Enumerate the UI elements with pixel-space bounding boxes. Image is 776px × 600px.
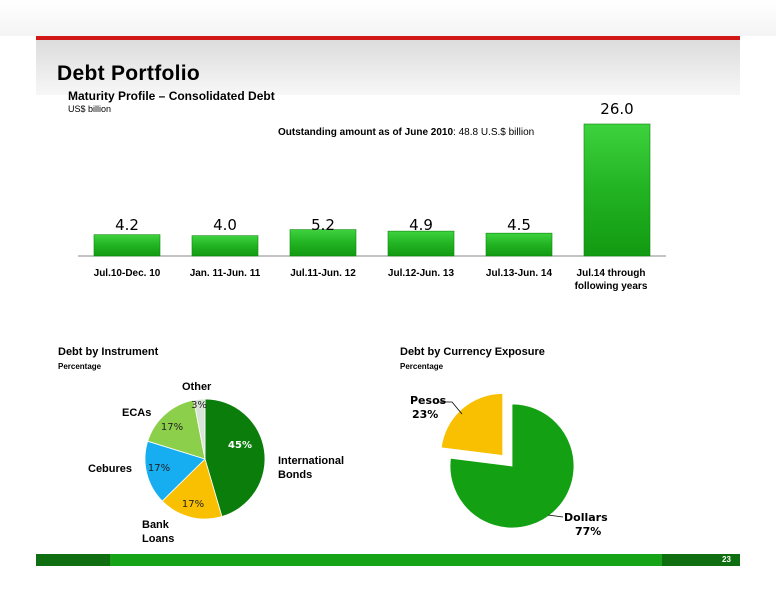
category-label: Jul.14 through <box>577 268 646 279</box>
bar-chart-title: Maturity Profile – Consolidated Debt <box>68 89 275 103</box>
pie-slice <box>147 399 206 460</box>
bar <box>485 232 553 257</box>
pie-pct-label: 3% <box>191 400 207 411</box>
pie-pct-label: 17% <box>182 499 204 510</box>
outstanding-value: : 48.8 U.S.$ billion <box>453 127 535 138</box>
bar <box>93 234 161 257</box>
category-label: Jan. 11-Jun. 11 <box>190 268 261 279</box>
outstanding-annotation: Outstanding amount as of June 2010: 48.8… <box>278 127 534 138</box>
outstanding-label: Outstanding amount as of June 2010 <box>278 127 454 138</box>
pie-pct-label: 17% <box>148 463 170 474</box>
pesos-leader-line <box>438 401 463 415</box>
category-label-line2: following years <box>575 281 648 292</box>
currency-pie-subtitle: Percentage <box>400 362 444 371</box>
category-label: Jul.12-Jun. 13 <box>388 268 455 279</box>
pesos-pct-label: 23% <box>412 408 438 421</box>
currency-pie-title: Debt by Currency Exposure <box>400 346 545 358</box>
instrument-pie-chart: 45% International Bonds 17% Bank Loans 17% Cebu… <box>88 381 344 545</box>
pie-slice-dollars <box>449 403 575 529</box>
title-band <box>36 40 740 95</box>
bar-chart-unit: US$ billion <box>68 104 112 114</box>
category-label: Jul.13-Jun. 14 <box>486 268 553 279</box>
dollars-leader-line <box>547 514 564 518</box>
pie-slice <box>193 398 206 460</box>
bar <box>387 230 455 257</box>
dollars-pct-label: 77% <box>575 525 601 538</box>
bar-value-label: 4.0 <box>213 216 237 234</box>
bar-value-label: 4.9 <box>409 216 433 234</box>
pie-slice <box>204 398 266 518</box>
dollars-label: Dollars <box>564 511 608 524</box>
pie-pct-label: 17% <box>161 422 183 433</box>
top-band <box>0 0 776 36</box>
pie-category-label: Bank <box>142 519 170 531</box>
category-label: Jul.10-Dec. 10 <box>94 268 161 279</box>
footer-band-light <box>110 554 662 566</box>
pie-slice <box>161 458 223 520</box>
instrument-pie-title: Debt by Instrument <box>58 346 159 358</box>
pie-slice-pesos <box>440 393 504 456</box>
bar <box>583 123 651 257</box>
maturity-bar-chart: 4.2 Jul.10-Dec. 10 4.0 Jan. 11-Jun. 11 5.2 Ju… <box>78 100 666 292</box>
bar-value-label: 4.2 <box>115 216 139 234</box>
pie-category-label: International <box>278 455 344 467</box>
pie-category-label-line2: Bonds <box>278 469 312 481</box>
bar <box>289 229 357 257</box>
pie-category-label-line2: Loans <box>142 533 174 545</box>
bar-value-label: 5.2 <box>311 216 335 234</box>
instrument-pie-subtitle: Percentage <box>58 362 102 371</box>
pie-category-label: Other <box>182 381 212 393</box>
pie-pct-label: 45% <box>228 440 252 451</box>
page-number: 23 <box>722 555 731 564</box>
bar-value-label: 4.5 <box>507 216 531 234</box>
category-label: Jul.11-Jun. 12 <box>290 268 356 279</box>
slide-title: Debt Portfolio <box>57 62 201 85</box>
pie-category-label: ECAs <box>122 407 151 419</box>
bar-value-label: 26.0 <box>600 100 633 118</box>
bar <box>191 235 259 257</box>
pie-slice <box>144 440 206 502</box>
pesos-label: Pesos <box>410 394 447 407</box>
pie-category-label: Cebures <box>88 463 132 475</box>
red-divider <box>36 36 740 40</box>
